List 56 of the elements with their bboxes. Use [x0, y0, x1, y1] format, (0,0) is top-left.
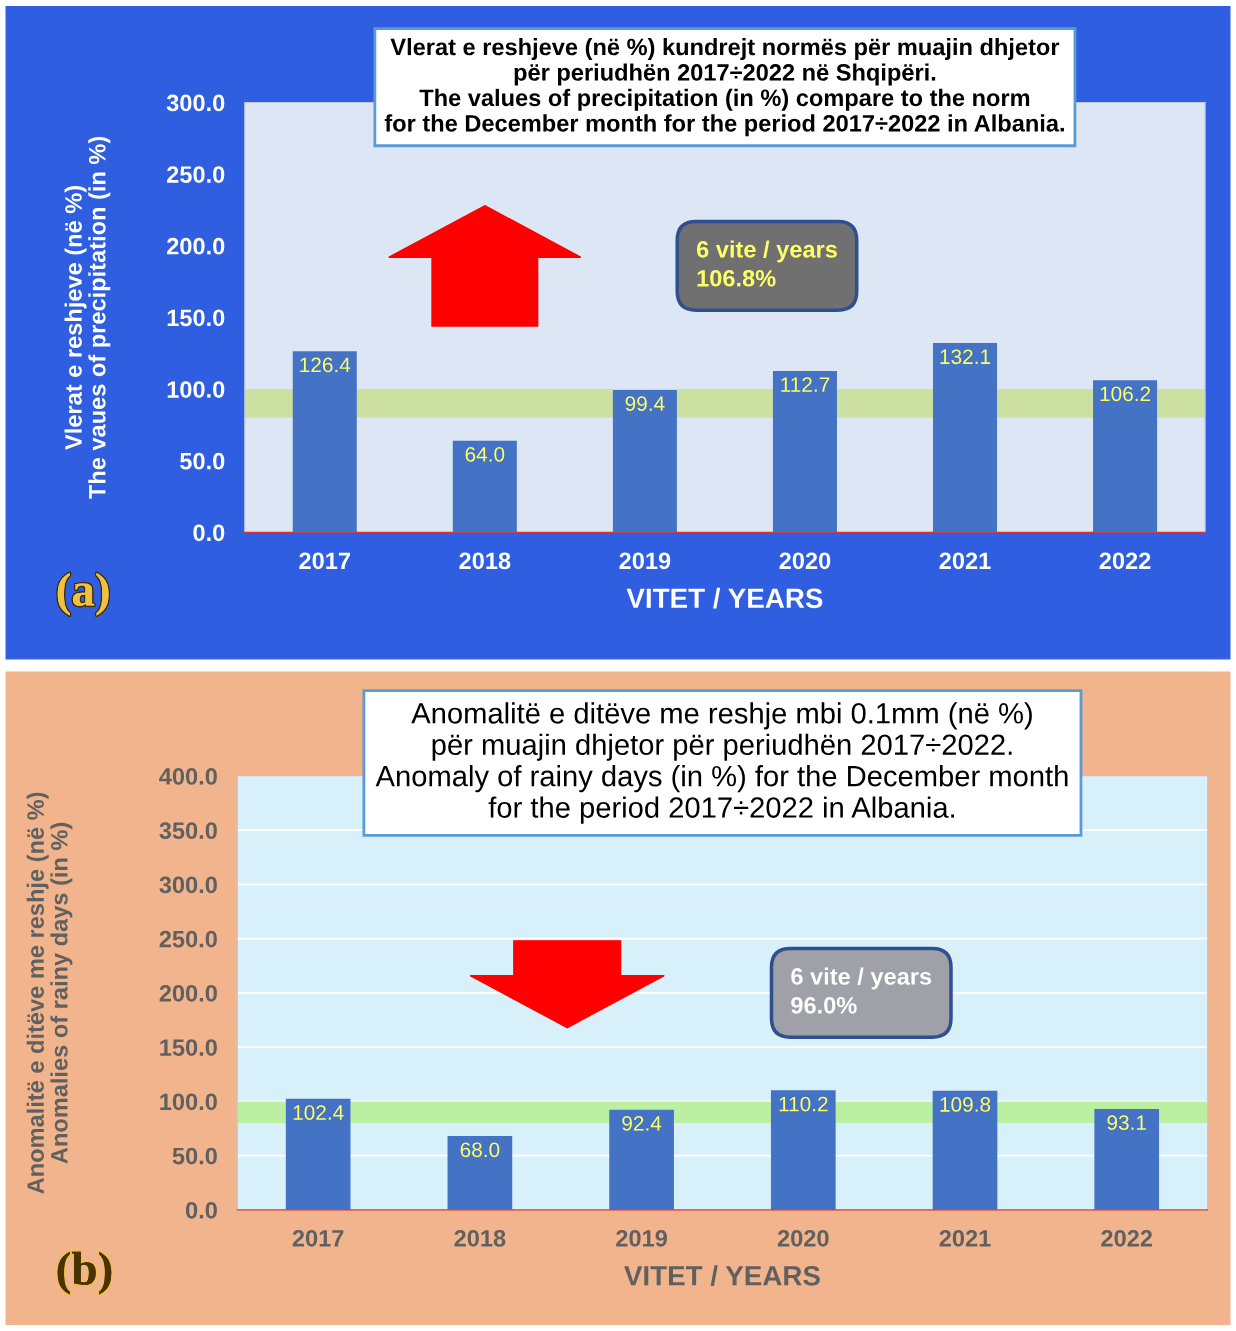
y-tick-label: 200.0 — [167, 237, 225, 255]
data-label: 92.4 — [622, 1115, 662, 1131]
x-tick-label: 2018 — [459, 552, 511, 570]
data-label: 132.1 — [940, 349, 991, 365]
bar — [612, 389, 677, 533]
y-tick-label: 150.0 — [167, 309, 225, 327]
y-tick-label: 150.0 — [160, 1039, 217, 1056]
bar — [1093, 380, 1158, 533]
data-label: 99.4 — [625, 396, 665, 411]
data-label: 110.2 — [779, 1096, 828, 1112]
x-tick-label: 2017 — [292, 1229, 344, 1247]
y-axis-title: Anomalitë e ditëve me reshje (në %) Anomalies of rainy days (in %) — [26, 792, 73, 1194]
x-tick-label: 2020 — [777, 1229, 829, 1247]
y-tick-label: 200.0 — [159, 984, 217, 1002]
chart-title: Anomalitë e ditëve me reshje mbi 0.1mm (në %) për muajin dhjetor për periudhën 2017÷2022. Anomaly of rainy days (in %) for the December month for the period 2017÷2022 in Albania. — [375, 702, 1068, 824]
x-axis-title: VITET / YEARS — [624, 1265, 820, 1286]
y-axis-title: Vlerat e reshjeve (në %) The vaues of precipitation (in %) — [64, 136, 111, 499]
x-tick-label: 2019 — [616, 1229, 667, 1247]
data-label: 109.8 — [940, 1097, 991, 1112]
x-tick-label: 2022 — [1099, 552, 1151, 570]
text: (b) — [57, 1251, 112, 1295]
bar — [452, 440, 517, 533]
x-tick-label: 2021 — [939, 1229, 991, 1247]
chart-title: Vlerat e reshjeve (në %) kundrejt normës për muajin dhjetor për periudhën 2017÷2022 në Shqipëri. The values of precipitation (in %) compare to the norm for the December month for the period 2017÷2022 in Albania. — [384, 38, 1064, 137]
x-tick-label: 2017 — [299, 552, 350, 570]
y-tick-label: 100.0 — [167, 381, 225, 398]
data-label: 68.0 — [460, 1142, 500, 1158]
x-tick-label: 2020 — [779, 552, 831, 570]
data-label: 112.7 — [781, 377, 830, 392]
y-tick-label: 0.0 — [193, 524, 225, 542]
y-tick-label: 350.0 — [159, 822, 217, 840]
x-axis-title: VITET / YEARS — [626, 587, 823, 609]
x-tick-label: 2022 — [1101, 1229, 1153, 1247]
y-tick-label: 300.0 — [166, 94, 225, 112]
data-label: 64.0 — [465, 446, 505, 462]
y-tick-label: 250.0 — [167, 166, 225, 183]
data-label: 106.2 — [1100, 386, 1151, 402]
bar — [772, 370, 837, 533]
x-tick-label: 2021 — [939, 552, 991, 570]
y-tick-label: 400.0 — [159, 768, 217, 785]
bar — [932, 343, 998, 533]
x-tick-label: 2019 — [619, 552, 671, 570]
y-tick-label: 50.0 — [172, 1147, 217, 1165]
x-tick-label: 2018 — [454, 1229, 506, 1247]
y-tick-label: 300.0 — [159, 876, 217, 894]
y-tick-label: 100.0 — [160, 1093, 217, 1111]
bar — [292, 351, 357, 533]
data-label: 126.4 — [300, 357, 351, 373]
annotation: 6 vite / years 106.8% — [696, 240, 837, 287]
y-tick-label: 250.0 — [159, 930, 217, 948]
text: (a) — [57, 572, 109, 616]
y-tick-label: 50.0 — [180, 452, 225, 470]
data-label: 102.4 — [293, 1105, 344, 1120]
annotation: 6 vite / years 96.0% — [791, 967, 932, 1014]
data-label: 93.1 — [1107, 1115, 1146, 1130]
y-tick-label: 0.0 — [185, 1201, 217, 1219]
